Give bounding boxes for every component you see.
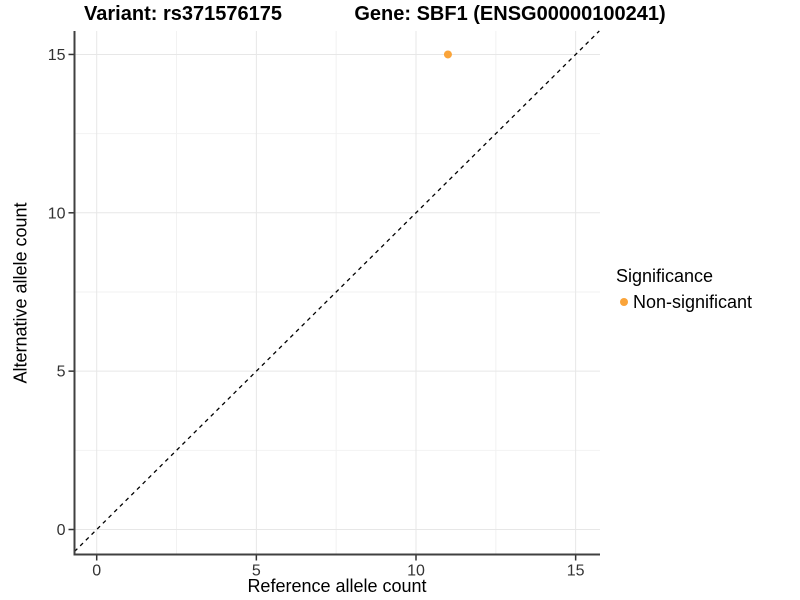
legend: Significance Non-significant [616, 266, 752, 312]
legend-entry-label: Non-significant [633, 292, 753, 312]
y-tick-label: 5 [57, 364, 66, 381]
x-tick-label: 10 [407, 563, 425, 580]
legend-entry: Non-significant [616, 292, 752, 312]
x-tick-label: 15 [567, 563, 585, 580]
x-tick-label: 0 [92, 563, 101, 580]
legend-key-dot-icon [620, 298, 628, 306]
y-axis-title: Alternative allele count [10, 202, 31, 384]
y-tick-label: 0 [57, 522, 66, 539]
identity-line [74, 30, 600, 552]
plot-title-gene: Gene: SBF1 (ENSG00000100241) [354, 3, 666, 25]
data-point [443, 50, 452, 59]
x-tick-label: 5 [252, 563, 261, 580]
plot-title-variant: Variant: rs371576175 [84, 3, 282, 25]
x-axis-title: Reference allele count [247, 576, 427, 596]
legend-title: Significance [616, 266, 714, 286]
y-tick-label: 10 [48, 205, 66, 222]
y-tick-label: 15 [48, 47, 66, 64]
